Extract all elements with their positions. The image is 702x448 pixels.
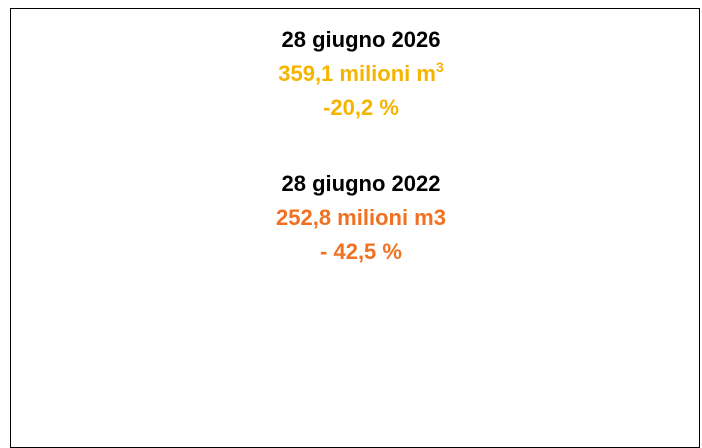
volume-text: 359,1 milioni m — [278, 61, 436, 86]
volume-label: 252,8 milioni m3 — [276, 205, 446, 230]
date-label: 28 giugno 2022 — [281, 171, 441, 196]
change-label: -20,2 % — [323, 95, 399, 120]
page: 28 giugno 2026 359,1 milioni m3 -20,2 % … — [10, 8, 702, 448]
volume-superscript: 3 — [435, 59, 444, 75]
panel-frame — [10, 8, 700, 448]
date-label: 28 giugno 2026 — [281, 27, 441, 52]
change-label: - 42,5 % — [320, 239, 402, 264]
volume-label: 359,1 milioni m3 — [10, 60, 702, 88]
